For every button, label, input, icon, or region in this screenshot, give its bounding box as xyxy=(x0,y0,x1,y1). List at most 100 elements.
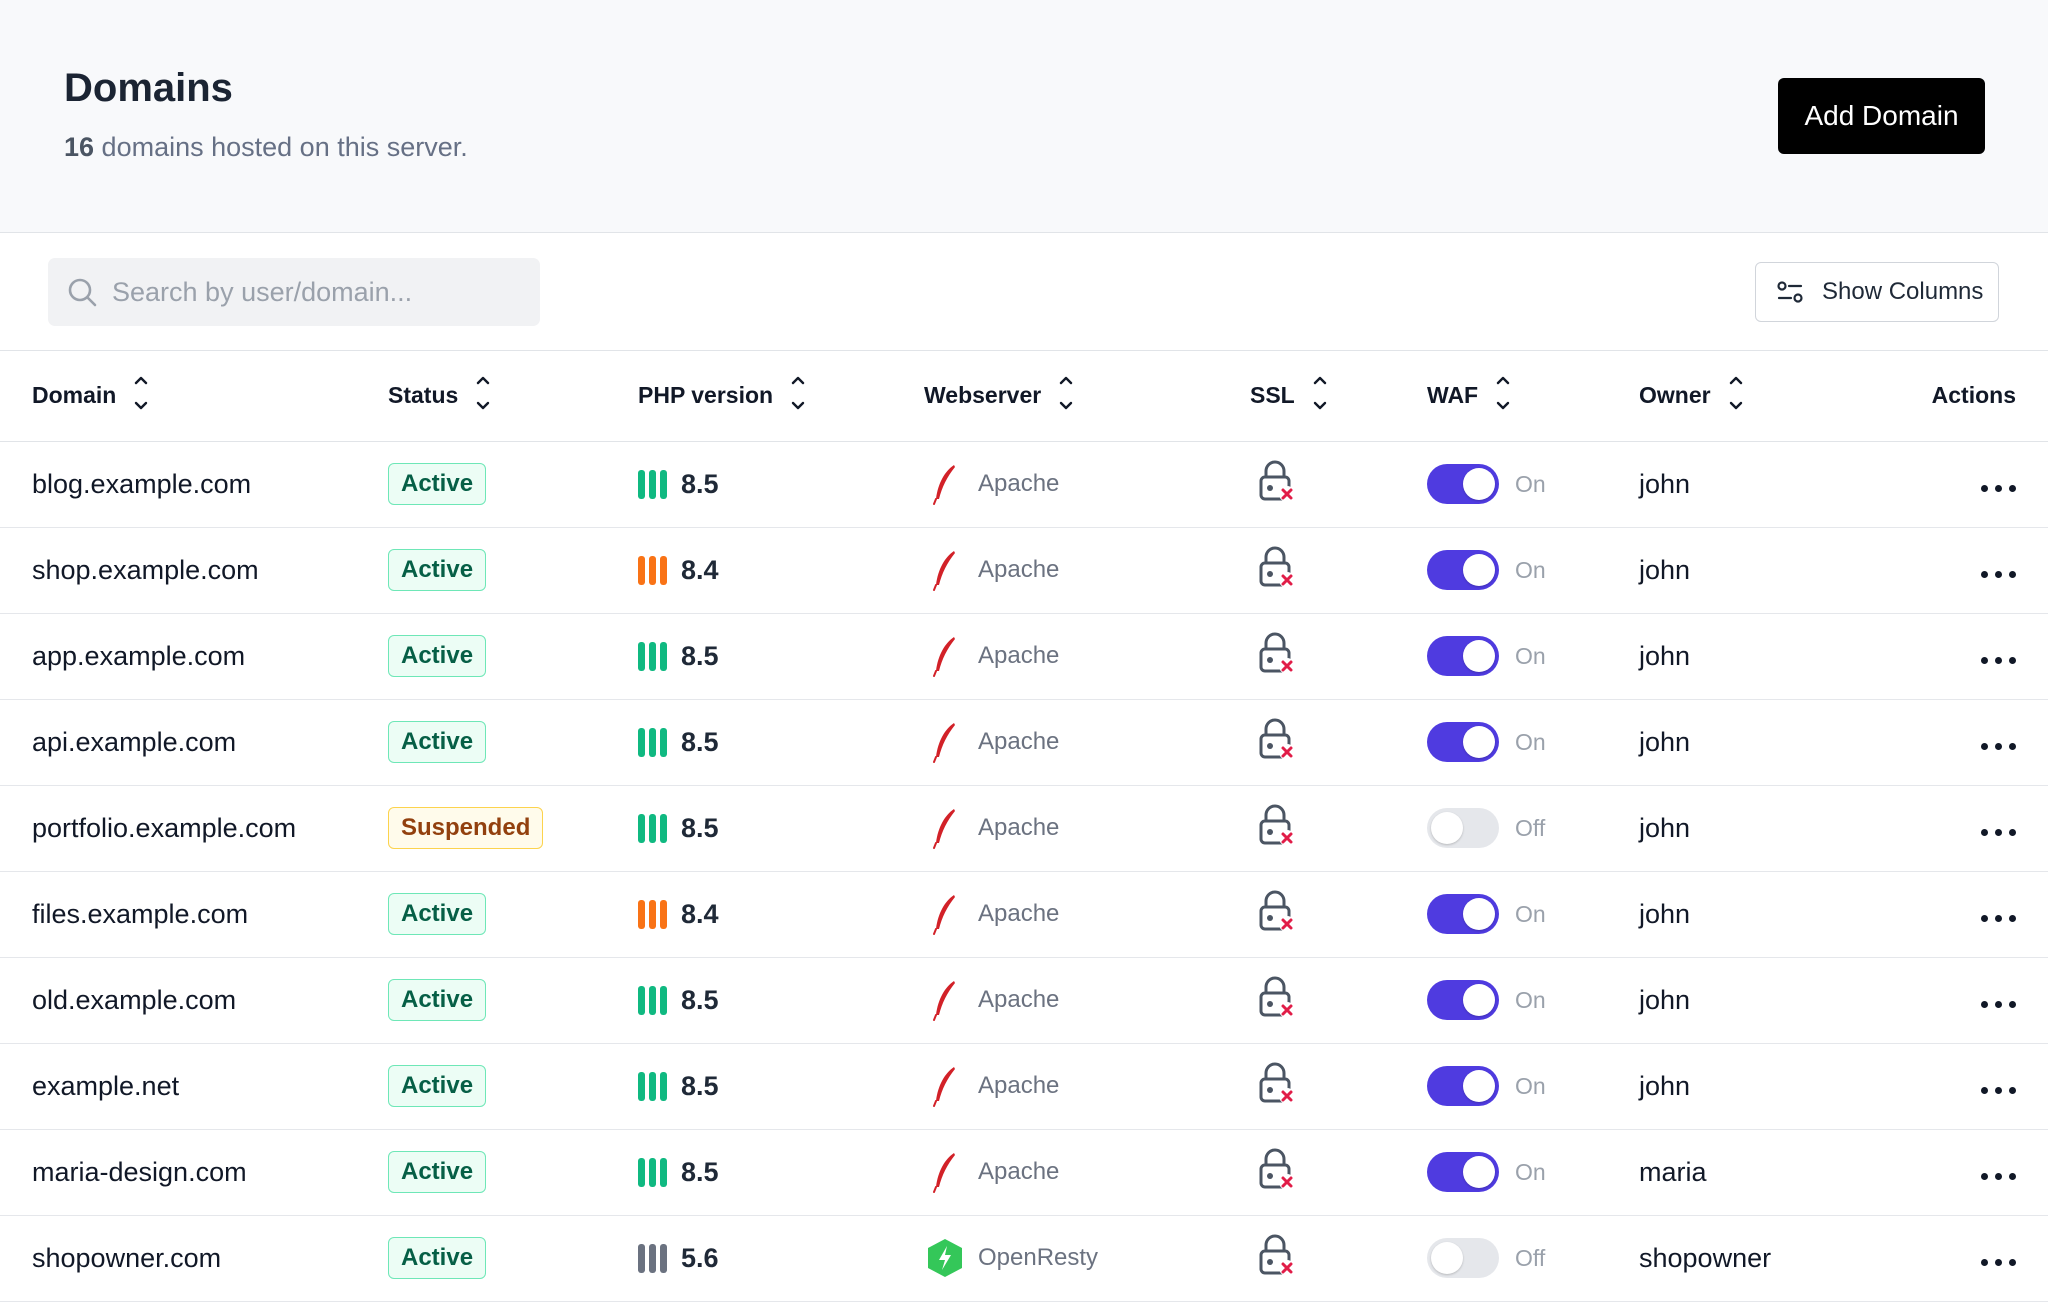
table-row[interactable]: api.example.com Active 8.5 Apache On john xyxy=(0,699,2048,786)
webserver-cell: Apache xyxy=(924,441,1250,528)
domain-name[interactable]: maria-design.com xyxy=(32,1156,247,1187)
table-row[interactable]: shop.example.com Active 8.4 Apache On john xyxy=(0,527,2048,614)
table-row[interactable]: blog.example.com Active 8.5 Apache On john xyxy=(0,441,2048,528)
lock-x-icon[interactable] xyxy=(1256,1234,1296,1283)
waf-toggle[interactable] xyxy=(1427,722,1499,762)
sort-icon[interactable] xyxy=(1311,373,1329,419)
toggle-knob xyxy=(1463,1156,1495,1188)
more-actions-icon[interactable] xyxy=(1981,821,2016,844)
sort-icon[interactable] xyxy=(1057,373,1075,419)
domain-cell[interactable]: app.example.com xyxy=(0,613,388,700)
php-version: 8.5 xyxy=(681,812,719,843)
table-row[interactable]: old.example.com Active 8.5 Apache On john xyxy=(0,957,2048,1044)
domain-name[interactable]: portfolio.example.com xyxy=(32,812,297,843)
waf-toggle[interactable] xyxy=(1427,1238,1499,1278)
domain-cell[interactable]: example.net xyxy=(0,1043,388,1130)
lock-x-icon[interactable] xyxy=(1256,1148,1296,1197)
table-row[interactable]: example.net Active 8.5 Apache On john xyxy=(0,1043,2048,1130)
domain-cell[interactable]: blog.example.com xyxy=(0,441,388,528)
status-badge: Active xyxy=(388,635,487,677)
sort-icon[interactable] xyxy=(1727,373,1745,419)
more-actions-icon[interactable] xyxy=(1981,1079,2016,1102)
domain-name[interactable]: old.example.com xyxy=(32,984,237,1015)
owner-cell: john xyxy=(1639,441,1889,528)
col-php-version[interactable]: PHP version xyxy=(638,351,924,442)
waf-cell: On xyxy=(1427,871,1639,958)
sort-icon[interactable] xyxy=(1494,373,1512,419)
lock-x-icon[interactable] xyxy=(1256,718,1296,767)
col-domain[interactable]: Domain xyxy=(0,351,388,442)
show-columns-button[interactable]: Show Columns xyxy=(1755,262,1999,322)
table-row[interactable]: shopowner.com Active 5.6 OpenResty Off shopow… xyxy=(0,1215,2048,1302)
search-box[interactable] xyxy=(48,258,540,326)
waf-toggle[interactable] xyxy=(1427,980,1499,1020)
lock-x-icon[interactable] xyxy=(1256,1062,1296,1111)
more-actions-icon[interactable] xyxy=(1981,735,2016,758)
domain-cell[interactable]: old.example.com xyxy=(0,957,388,1044)
col-ssl[interactable]: SSL xyxy=(1250,351,1427,442)
col-owner[interactable]: Owner xyxy=(1639,351,1889,442)
waf-toggle[interactable] xyxy=(1427,464,1499,504)
table-row[interactable]: app.example.com Active 8.5 Apache On john xyxy=(0,613,2048,700)
waf-toggle[interactable] xyxy=(1427,1066,1499,1106)
col-waf[interactable]: WAF xyxy=(1427,351,1639,442)
domain-cell[interactable]: shop.example.com xyxy=(0,527,388,614)
lock-x-icon[interactable] xyxy=(1256,804,1296,853)
more-actions-icon[interactable] xyxy=(1981,907,2016,930)
sort-icon[interactable] xyxy=(474,373,492,419)
waf-toggle[interactable] xyxy=(1427,1152,1499,1192)
domain-name[interactable]: api.example.com xyxy=(32,726,237,757)
domain-name[interactable]: app.example.com xyxy=(32,640,246,671)
lock-x-icon[interactable] xyxy=(1256,546,1296,595)
domain-cell[interactable]: api.example.com xyxy=(0,699,388,786)
waf-cell: On xyxy=(1427,957,1639,1044)
lock-x-icon[interactable] xyxy=(1256,460,1296,509)
table-row[interactable]: files.example.com Active 8.4 Apache On john xyxy=(0,871,2048,958)
toggle-knob xyxy=(1463,1070,1495,1102)
status-cell: Active xyxy=(388,1129,638,1216)
more-actions-icon[interactable] xyxy=(1981,1165,2016,1188)
webserver-cell: Apache xyxy=(924,957,1250,1044)
lock-x-icon[interactable] xyxy=(1256,890,1296,939)
more-actions-icon[interactable] xyxy=(1981,563,2016,586)
ssl-cell xyxy=(1250,957,1427,1044)
col-status[interactable]: Status xyxy=(388,351,638,442)
domain-name[interactable]: example.net xyxy=(32,1070,180,1101)
domain-name[interactable]: shop.example.com xyxy=(32,554,259,585)
php-version-bars-icon xyxy=(638,813,667,843)
owner-cell: shopowner xyxy=(1639,1215,1889,1302)
php-cell: 8.4 xyxy=(638,871,924,958)
waf-toggle[interactable] xyxy=(1427,894,1499,934)
sort-icon[interactable] xyxy=(789,373,807,419)
php-version-bars-icon xyxy=(638,727,667,757)
more-actions-icon[interactable] xyxy=(1981,1251,2016,1274)
table-row[interactable]: portfolio.example.com Suspended 8.5 Apache O… xyxy=(0,785,2048,872)
lock-x-icon[interactable] xyxy=(1256,632,1296,681)
owner-cell: john xyxy=(1639,871,1889,958)
search-input[interactable] xyxy=(112,276,512,308)
col-webserver[interactable]: Webserver xyxy=(924,351,1250,442)
sort-icon[interactable] xyxy=(132,373,150,419)
webserver-name: OpenResty xyxy=(978,1244,1099,1271)
ssl-cell xyxy=(1250,1129,1427,1216)
waf-toggle[interactable] xyxy=(1427,808,1499,848)
domain-cell[interactable]: shopowner.com xyxy=(0,1215,388,1302)
more-actions-icon[interactable] xyxy=(1981,477,2016,500)
add-domain-button[interactable]: Add Domain xyxy=(1778,78,1985,154)
table-row[interactable]: maria-design.com Active 8.5 Apache On maria xyxy=(0,1129,2048,1216)
more-actions-icon[interactable] xyxy=(1981,993,2016,1016)
php-version: 8.5 xyxy=(681,726,719,757)
php-version-bars-icon xyxy=(638,469,667,499)
domain-name[interactable]: blog.example.com xyxy=(32,468,252,499)
waf-toggle[interactable] xyxy=(1427,636,1499,676)
domain-cell[interactable]: maria-design.com xyxy=(0,1129,388,1216)
domain-cell[interactable]: files.example.com xyxy=(0,871,388,958)
webserver-cell: Apache xyxy=(924,871,1250,958)
domain-name[interactable]: shopowner.com xyxy=(32,1242,222,1273)
domain-name[interactable]: files.example.com xyxy=(32,898,249,929)
webserver-cell: Apache xyxy=(924,613,1250,700)
domain-cell[interactable]: portfolio.example.com xyxy=(0,785,388,872)
waf-toggle[interactable] xyxy=(1427,550,1499,590)
lock-x-icon[interactable] xyxy=(1256,976,1296,1025)
more-actions-icon[interactable] xyxy=(1981,649,2016,672)
